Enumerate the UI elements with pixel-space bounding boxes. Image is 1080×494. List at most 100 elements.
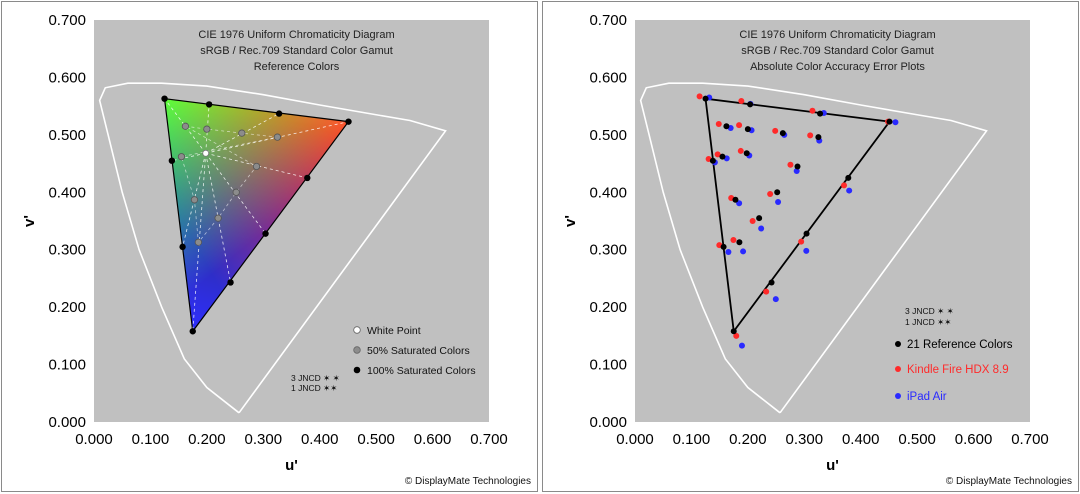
chart1-series1-point-2 [809, 107, 816, 114]
chart1-jncd-1: 1 JNCD ✶✶ [905, 317, 951, 327]
chart1-series0-point-6 [730, 328, 737, 335]
chart0-half-sat-point-1 [203, 125, 211, 133]
right-chart-svg: 0.000 0.100 0.200 0.300 0.400 0.500 0.600 0.700… [562, 12, 1049, 474]
chart1-series1-point-6 [733, 332, 740, 339]
chart1-series2-point-19 [775, 199, 782, 206]
chart1-series1-point-12 [736, 122, 743, 129]
chart0-gamut-blend [164, 98, 349, 332]
chart1-series0-point-9 [845, 174, 852, 181]
chart0-xtick-3: 0.300 [245, 431, 283, 448]
chart1-series0-point-17 [736, 239, 743, 246]
chart1-series1-point-8 [798, 238, 805, 245]
chart0-full-sat-point-2 [275, 110, 283, 117]
chart1-series2-point-5 [725, 249, 732, 256]
chart1-series2-point-17 [740, 248, 747, 255]
chart1-gamut-triangle [704, 97, 892, 334]
chart0-ytick-7: 0.700 [48, 12, 86, 29]
chart0-half-sat-point-5 [190, 196, 199, 204]
chart1-series1-point-9 [841, 182, 848, 189]
chart0-gamut-gb [164, 98, 349, 332]
chart0-gamut-lighten [164, 98, 349, 332]
chart0-full-sat-point-3 [345, 118, 352, 125]
chart0-plot-area [94, 20, 489, 422]
chart1-series0-point-13 [779, 130, 786, 137]
chart0-ytick-0: 0.000 [48, 414, 86, 431]
chart0-dash-line-7 [205, 153, 231, 283]
chart1-ytick-5: 0.500 [589, 127, 627, 144]
chart0-full-sat-point-7 [227, 279, 234, 286]
chart1-xtick-4: 0.400 [842, 431, 880, 448]
chart1-legend-marker-0 [895, 341, 901, 347]
chart0-title-line-0: CIE 1976 Uniform Chromaticity Diagram [198, 29, 394, 41]
right-copyright: © DisplayMate Technologies [945, 476, 1072, 487]
chart0-ytick-2: 0.200 [48, 299, 86, 316]
chart0-title-line-1: sRGB / Rec.709 Standard Color Gamut [200, 45, 393, 57]
chart1-series0-point-3 [886, 118, 893, 125]
chart1-ytick-3: 0.300 [589, 242, 627, 259]
left-chart-svg: 0.000 0.100 0.200 0.300 0.400 0.500 0.600 0.700… [21, 12, 508, 474]
chart0-half-sat-point-7 [214, 214, 222, 222]
chart1-series1-point-11 [715, 120, 722, 127]
chart1-ylabel: v' [562, 215, 579, 227]
chart0-half-sat-point-6 [194, 238, 202, 246]
chart0-ytick-3: 0.300 [48, 242, 86, 259]
chart1-series0-point-16 [732, 196, 739, 203]
chart1-legend-marker-1 [895, 366, 901, 372]
chart1-xtick-2: 0.200 [729, 431, 767, 448]
chart0-dash-line-2 [205, 113, 280, 154]
chart0-full-sat-point-5 [179, 243, 186, 251]
chart1-ytick-7: 0.700 [589, 12, 627, 29]
chart0-ytick-6: 0.600 [48, 69, 86, 86]
chart1-xtick-3: 0.300 [786, 431, 824, 448]
chart0-xtick-7: 0.700 [470, 431, 508, 448]
chart1-xlabel: u' [826, 457, 839, 474]
chart1-series0-point-8 [803, 230, 810, 237]
chart0-full-sat-point-9 [304, 174, 311, 182]
chart1-ytick-1: 0.100 [589, 357, 627, 374]
chart1-series0-point-18 [756, 215, 763, 222]
chart0-legend-marker-2 [353, 366, 361, 374]
chart0-full-sat-point-4 [168, 157, 176, 164]
chart1-legend-label-2: iPad Air [907, 391, 947, 403]
chart1-series1-point-0 [696, 93, 703, 100]
chart1-series0-point-10 [743, 150, 750, 157]
chart0-jncd-3: 3 JNCD ✶ ✶ [291, 373, 340, 383]
chart1-xtick-0: 0.000 [616, 431, 654, 448]
chart0-spectral-locus [98, 82, 447, 414]
chart0-ytick-4: 0.400 [48, 184, 86, 201]
chart0-white-point-0 [202, 149, 210, 157]
chart1-legend-label-0: 21 Reference Colors [907, 339, 1013, 351]
chart1-series1-point-7 [763, 288, 770, 295]
chart1-series1-point-13 [772, 127, 779, 134]
chart0-half-sat-point-3 [273, 133, 281, 141]
chart1-title-line-1: sRGB / Rec.709 Standard Color Gamut [741, 45, 934, 57]
chart1-ytick-0: 0.000 [589, 414, 627, 431]
chart0-half-sat-point-8 [232, 188, 240, 196]
chart0-half-sat-point-2 [238, 129, 246, 137]
chart1-ytick-2: 0.200 [589, 299, 627, 316]
chart0-full-sat-point-0 [161, 95, 168, 102]
chart1-series0-point-11 [723, 123, 730, 130]
chart1-series1-point-1 [738, 97, 745, 104]
chart1-series2-point-7 [772, 296, 779, 303]
chart1-series2-point-3 [892, 119, 899, 126]
chart0-legend-label-0: White Point [367, 325, 421, 337]
chart1-xtick-1: 0.100 [673, 431, 711, 448]
chart1-xtick-7: 0.700 [1011, 431, 1049, 448]
chart1-jncd-3: 3 JNCD ✶ ✶ [905, 306, 954, 316]
chart1-series0-point-5 [720, 243, 727, 250]
chart1-legend-marker-2 [895, 393, 901, 399]
chart0-jncd-1: 1 JNCD ✶✶ [291, 383, 337, 393]
chart0-ytick-5: 0.500 [48, 127, 86, 144]
chart0-full-sat-point-8 [262, 230, 269, 237]
chart0-dash-line-0 [164, 98, 207, 154]
chart1-series2-point-20 [793, 168, 800, 175]
chart0-title-line-2: Reference Colors [254, 61, 340, 73]
left-chart-panel: 0.000 0.100 0.200 0.300 0.400 0.500 0.600 0.700… [1, 1, 538, 492]
chart0-xtick-6: 0.600 [414, 431, 452, 448]
chart1-series0-point-1 [747, 101, 754, 108]
chart1-series2-point-6 [738, 342, 745, 349]
chart0-half-sat-point-4 [177, 153, 186, 161]
chart1-title-line-0: CIE 1976 Uniform Chromaticity Diagram [739, 29, 935, 41]
chart0-half-sat-point-0 [181, 122, 190, 130]
